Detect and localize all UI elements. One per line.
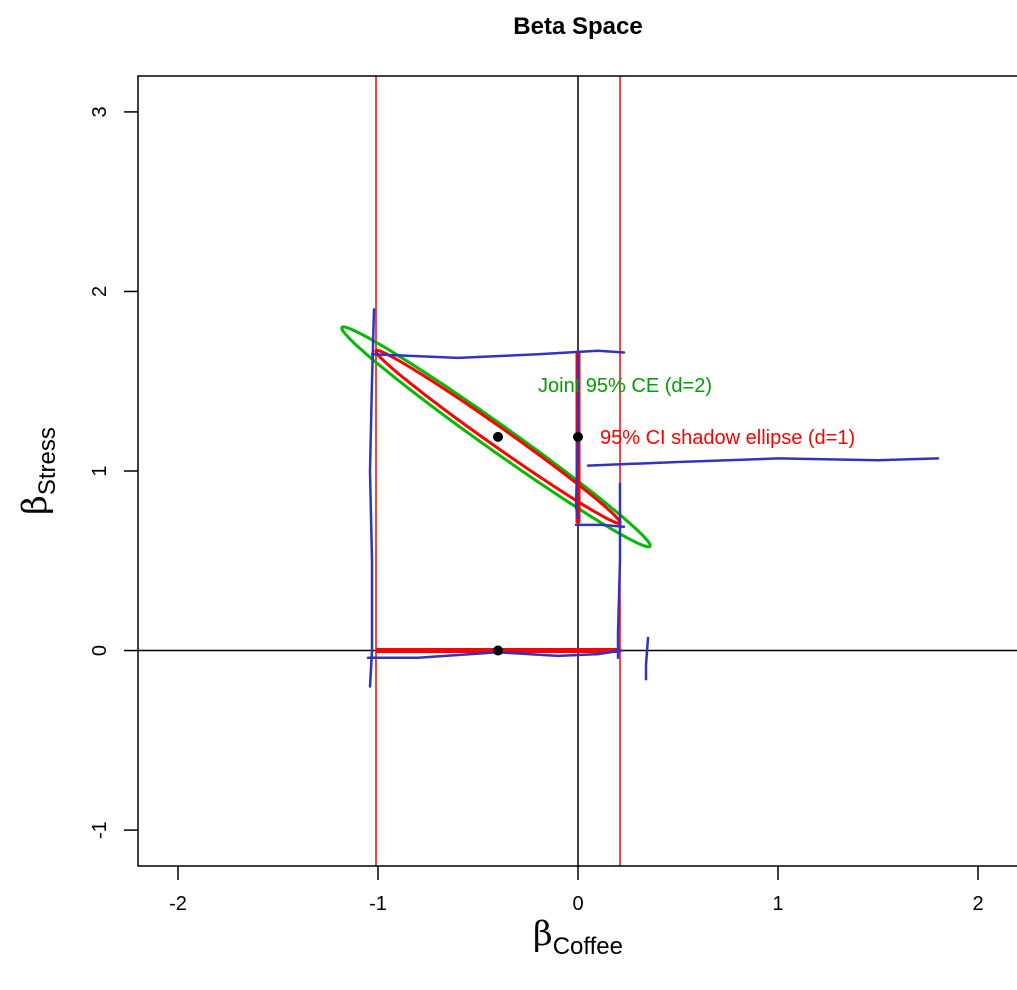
x-tick-label: 2	[972, 893, 983, 915]
y-axis-label: βStress	[15, 427, 61, 515]
y-tick-label: 3	[89, 106, 111, 117]
y-axis-label-symbol: β	[15, 495, 55, 515]
pen-mark-3	[366, 649, 624, 659]
pen-mark-7	[586, 457, 940, 467]
annotation-2: 95% CI shadow ellipse (d=1)	[600, 427, 855, 449]
y-axis-label-subscript: Stress	[34, 427, 61, 495]
y-tick-label: 2	[89, 286, 111, 297]
y-tick-label: 1	[89, 465, 111, 476]
x-tick-label: 0	[572, 893, 583, 915]
annotation-1: Joint 95% CE (d=2)	[538, 375, 712, 397]
plot-marks	[340, 308, 940, 688]
x-axis-label-symbol: β	[533, 914, 553, 954]
confidence-ellipse-2	[374, 348, 622, 525]
estimate-point-2	[573, 431, 583, 442]
y-axis: -1 0 1 2 3	[89, 106, 138, 839]
chart-title: Beta Space	[513, 13, 642, 40]
x-axis-label-subscript: Coffee	[553, 933, 623, 960]
pen-mark-4	[616, 482, 622, 659]
pen-mark-8	[644, 636, 650, 681]
x-axis: -2 -1 0 1 2	[169, 866, 984, 915]
pen-mark-5	[574, 354, 580, 519]
pen-mark-6	[574, 523, 626, 528]
x-tick-label: -1	[369, 893, 387, 915]
pen-mark-2	[370, 349, 626, 360]
y-tick-label: 0	[89, 645, 111, 656]
y-tick-label: -1	[89, 821, 111, 839]
x-axis-label: βCoffee	[533, 914, 623, 960]
pen-mark-1	[368, 308, 376, 688]
estimate-point-3	[493, 645, 503, 656]
x-tick-label: 1	[772, 893, 783, 915]
annotations: Joint 95% CE (d=2) 95% CI shadow ellipse …	[538, 375, 855, 449]
x-tick-label: -2	[169, 893, 187, 915]
estimate-point-1	[493, 431, 503, 442]
